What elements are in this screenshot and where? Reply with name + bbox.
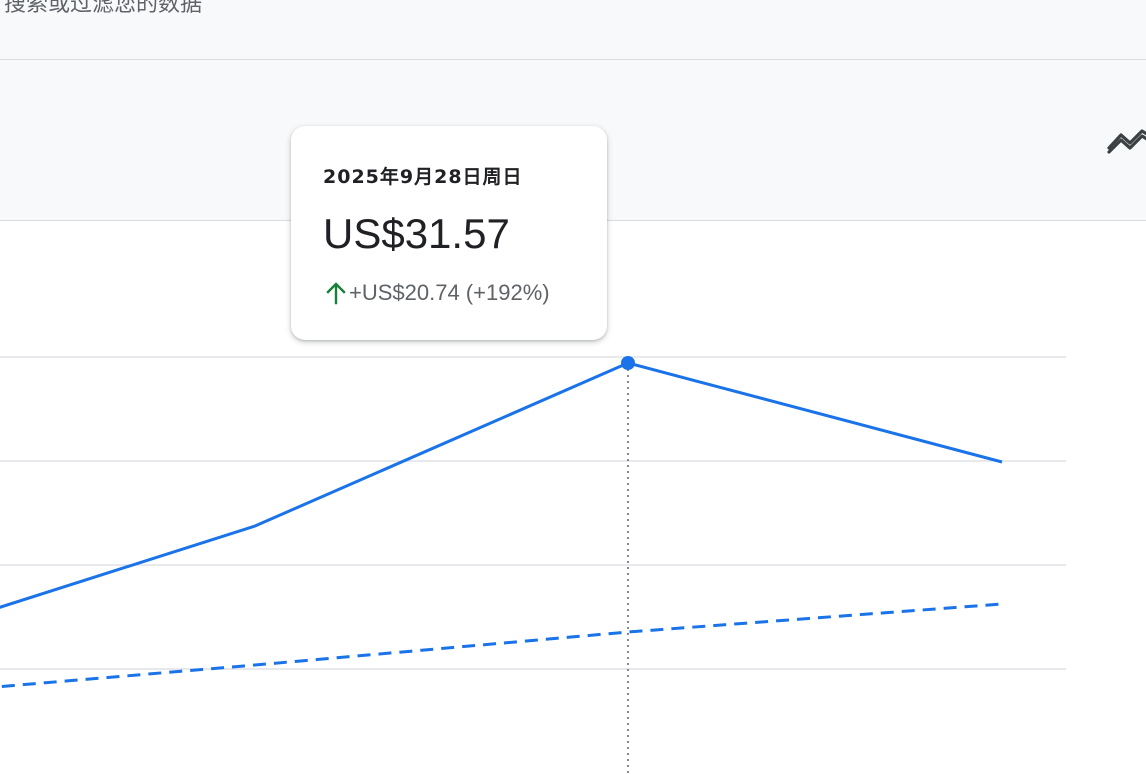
tooltip-change-text: +US$20.74 (+192%)	[349, 280, 550, 305]
series-dashed-line	[0, 602, 1003, 689]
search-bar-area: 搜索或过滤您的数据	[0, 0, 1146, 60]
series-solid-line	[0, 361, 1003, 609]
arrow-up-icon	[326, 282, 346, 305]
search-hint-text[interactable]: 搜索或过滤您的数据	[4, 0, 203, 17]
tooltip-change: +US$20.74 (+192%)	[325, 280, 550, 306]
highlight-point	[621, 356, 635, 370]
trend-icon[interactable]	[1106, 122, 1146, 158]
line-chart[interactable]	[0, 221, 1146, 774]
tooltip-value: US$31.57	[323, 210, 510, 257]
tooltip-date: 2025年9月28日周日	[323, 166, 523, 188]
chart-tooltip: 2025年9月28日周日 US$31.57 +US$20.74 (+192%)	[291, 126, 607, 340]
